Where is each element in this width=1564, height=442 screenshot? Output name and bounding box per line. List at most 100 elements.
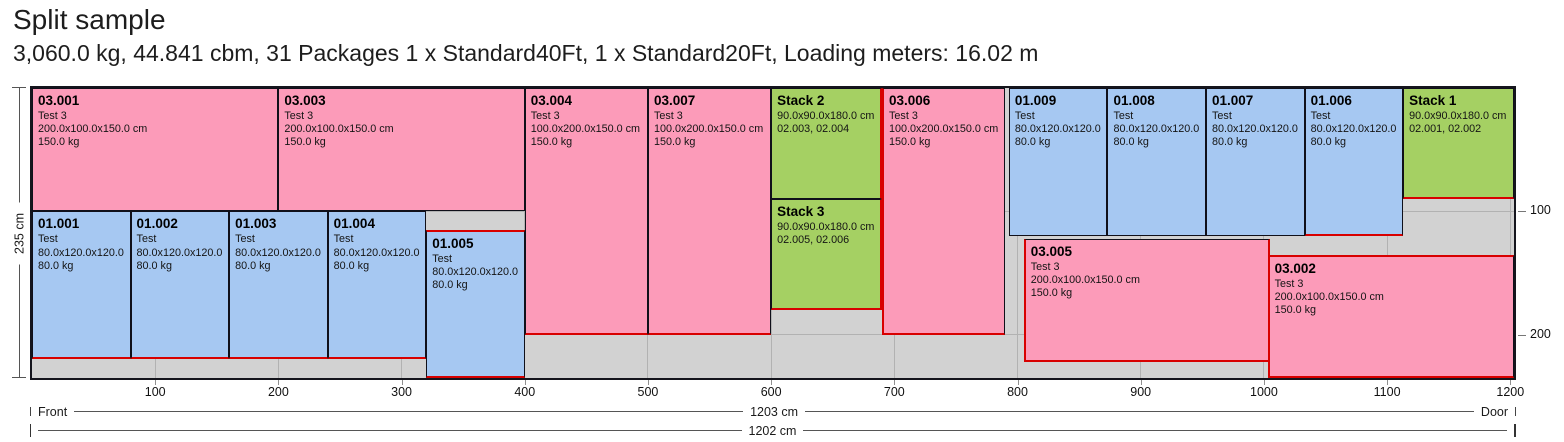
ruler-line <box>803 430 1508 431</box>
container-outline: 03.001 Test 3 200.0x100.0x150.0 cm 150.0 kg… <box>30 86 1516 380</box>
cargo-box-detail: 90.0x90.0x180.0 cm <box>1409 110 1507 122</box>
cargo-box-detail: Test 3 <box>1274 277 1304 290</box>
cargo-box-detail: 80.0x120.0x120.0 <box>1310 123 1397 136</box>
x-axis-tick-label: 100 <box>144 385 166 399</box>
x-axis-tick-label: 200 <box>267 385 289 399</box>
cargo-box-id: Stack 2 <box>777 93 825 108</box>
cargo-box-detail: 200.0x100.0x150.0 cm <box>38 123 148 136</box>
cargo-box-id: 03.007 <box>653 93 696 108</box>
width-dimension-cap-top <box>12 87 26 88</box>
y-axis-tick <box>1518 211 1526 213</box>
front-label: Front <box>38 404 68 419</box>
y-axis-tick-label: 200 <box>1530 326 1551 341</box>
cargo-box-detail: 150.0 kg <box>1030 286 1073 299</box>
cargo-box-01.005[interactable]: 01.005 Test 80.0x120.0x120.0 80.0 kg <box>426 229 525 378</box>
x-axis-tick-label: 700 <box>883 385 905 399</box>
cargo-box-detail: Test <box>1014 110 1035 122</box>
cargo-box-detail: 80.0x120.0x120.0 <box>1113 123 1200 136</box>
cargo-box-stack-1[interactable]: Stack 1 90.0x90.0x180.0 cm 02.001, 02.002 <box>1403 88 1514 200</box>
ruler-end-tick <box>1515 407 1517 416</box>
cargo-box-detail: Test <box>333 233 354 246</box>
x-axis-tick <box>1017 380 1019 385</box>
cargo-box-detail: Test 3 <box>653 110 683 122</box>
cargo-box-stack-2[interactable]: Stack 2 90.0x90.0x180.0 cm 02.003, 02.004 <box>771 88 882 200</box>
x-axis-tick-label: 600 <box>760 385 782 399</box>
floor-gridline-vertical <box>1509 88 1511 378</box>
ruler-line <box>805 411 1474 412</box>
cargo-box-id: 03.003 <box>284 93 326 108</box>
x-axis-tick <box>1387 380 1389 385</box>
cargo-box-01.007[interactable]: 01.007 Test 80.0x120.0x120.0 80.0 kg <box>1206 88 1305 237</box>
page-title: Split sample <box>13 4 166 35</box>
width-dimension-cap-bottom <box>12 377 26 378</box>
cargo-box-03.005[interactable]: 03.005 Test 3 200.0x100.0x150.0 cm 150.0 kg <box>1023 238 1271 362</box>
cargo-box-detail: 02.003, 02.004 <box>777 123 850 136</box>
x-axis-tick <box>1263 380 1265 385</box>
cargo-box-detail: 150.0 kg <box>38 136 80 149</box>
ruler-end-tick <box>1514 424 1517 437</box>
cargo-box-detail: 200.0x100.0x150.0 cm <box>284 123 394 136</box>
cargo-box-01.009[interactable]: 01.009 Test 80.0x120.0x120.0 80.0 kg <box>1008 88 1108 237</box>
cargo-box-id: 03.002 <box>1274 260 1316 276</box>
cargo-box-detail: 80.0x120.0x120.0 <box>136 246 223 259</box>
cargo-box-03.006[interactable]: 03.006 Test 3 100.0x200.0x150.0 cm 150.0 kg <box>882 88 1006 335</box>
cargo-box-detail: 150.0 kg <box>889 136 931 149</box>
cargo-box-detail: 02.001, 02.002 <box>1409 123 1482 136</box>
cargo-box-detail: Test <box>38 233 58 246</box>
load-summary: 3,060.0 kg, 44.841 cbm, 31 Packages 1 x … <box>13 40 1039 66</box>
cargo-box-detail: 200.0x100.0x150.0 cm <box>1030 273 1140 286</box>
cargo-box-03.007[interactable]: 03.007 Test 3 100.0x200.0x150.0 cm 150.0 kg <box>647 88 772 335</box>
cargo-box-id: 01.009 <box>1014 93 1057 108</box>
cargo-box-detail: Test 3 <box>530 110 560 122</box>
cargo-box-id: 01.008 <box>1113 93 1155 108</box>
length-ruler-overall: 1202 cm <box>30 423 1517 438</box>
cargo-box-detail: 80.0 kg <box>1310 136 1346 149</box>
cargo-box-detail: 100.0x200.0x150.0 cm <box>889 123 999 136</box>
cargo-box-id: 01.006 <box>1310 93 1352 108</box>
cargo-box-03.004[interactable]: 03.004 Test 3 100.0x200.0x150.0 cm 150.0 kg <box>524 88 648 335</box>
cargo-box-01.001[interactable]: 01.001 Test 80.0x120.0x120.0 80.0 kg <box>32 211 131 360</box>
cargo-box-detail: 100.0x200.0x150.0 cm <box>653 123 764 136</box>
cargo-box-detail: Test <box>1310 110 1331 122</box>
cargo-box-detail: 150.0 kg <box>1274 303 1317 316</box>
x-axis-tick <box>1510 380 1512 385</box>
cargo-box-detail: 150.0 kg <box>653 136 696 149</box>
x-axis-tick-label: 300 <box>391 385 412 399</box>
cargo-box-01.004[interactable]: 01.004 Test 80.0x120.0x120.0 80.0 kg <box>327 211 427 360</box>
cargo-box-id: 03.004 <box>530 93 573 108</box>
cargo-box-01.008[interactable]: 01.008 Test 80.0x120.0x120.0 80.0 kg <box>1107 88 1206 237</box>
cargo-box-detail: 80.0 kg <box>1014 136 1051 149</box>
cargo-box-detail: 80.0 kg <box>136 259 172 272</box>
x-axis-tick <box>771 380 773 385</box>
cargo-box-detail: Test 3 <box>1030 260 1060 273</box>
cargo-box-detail: 80.0 kg <box>1212 136 1248 149</box>
cargo-box-detail: Test 3 <box>889 110 918 122</box>
cargo-box-detail: 150.0 kg <box>284 136 326 149</box>
cargo-box-01.006[interactable]: 01.006 Test 80.0x120.0x120.0 80.0 kg <box>1304 88 1404 237</box>
x-axis-tick <box>1140 380 1142 385</box>
cargo-box-detail: 80.0x120.0x120.0 <box>1014 123 1101 136</box>
container-floor: 03.001 Test 3 200.0x100.0x150.0 cm 150.0 kg… <box>32 88 1514 378</box>
cargo-box-id: Stack 1 <box>1409 93 1457 108</box>
cargo-box-01.002[interactable]: 01.002 Test 80.0x120.0x120.0 80.0 kg <box>130 211 230 360</box>
cargo-box-detail: 80.0x120.0x120.0 <box>1212 123 1298 136</box>
cargo-box-03.003[interactable]: 03.003 Test 3 200.0x100.0x150.0 cm 150.0 kg <box>278 88 525 212</box>
ruler-end-tick <box>30 424 31 437</box>
cargo-box-id: 01.001 <box>38 216 80 232</box>
cargo-box-detail: 80.0x120.0x120.0 <box>333 246 420 259</box>
width-dimension-label: 235 cm <box>12 202 28 265</box>
cargo-box-03.001[interactable]: 03.001 Test 3 200.0x100.0x150.0 cm 150.0 kg <box>32 88 279 212</box>
x-axis-tick-label: 1000 <box>1250 385 1278 399</box>
cargo-box-detail: Test <box>432 252 453 265</box>
cargo-box-detail: 80.0 kg <box>235 259 271 272</box>
x-axis-tick-label: 500 <box>637 385 659 399</box>
cargo-box-detail: Test 3 <box>38 110 67 122</box>
cargo-box-01.003[interactable]: 01.003 Test 80.0x120.0x120.0 80.0 kg <box>229 211 328 360</box>
cargo-box-stack-3[interactable]: Stack 3 90.0x90.0x180.0 cm 02.005, 02.006 <box>771 199 882 311</box>
cargo-box-03.002[interactable]: 03.002 Test 3 200.0x100.0x150.0 cm 150.0 kg <box>1267 254 1514 378</box>
x-axis-tick <box>401 380 403 385</box>
x-axis-tick-label: 1100 <box>1373 385 1401 399</box>
cargo-box-id: 01.005 <box>432 235 474 251</box>
x-axis-tick <box>155 380 157 385</box>
cargo-box-detail: 90.0x90.0x180.0 cm <box>777 110 875 122</box>
